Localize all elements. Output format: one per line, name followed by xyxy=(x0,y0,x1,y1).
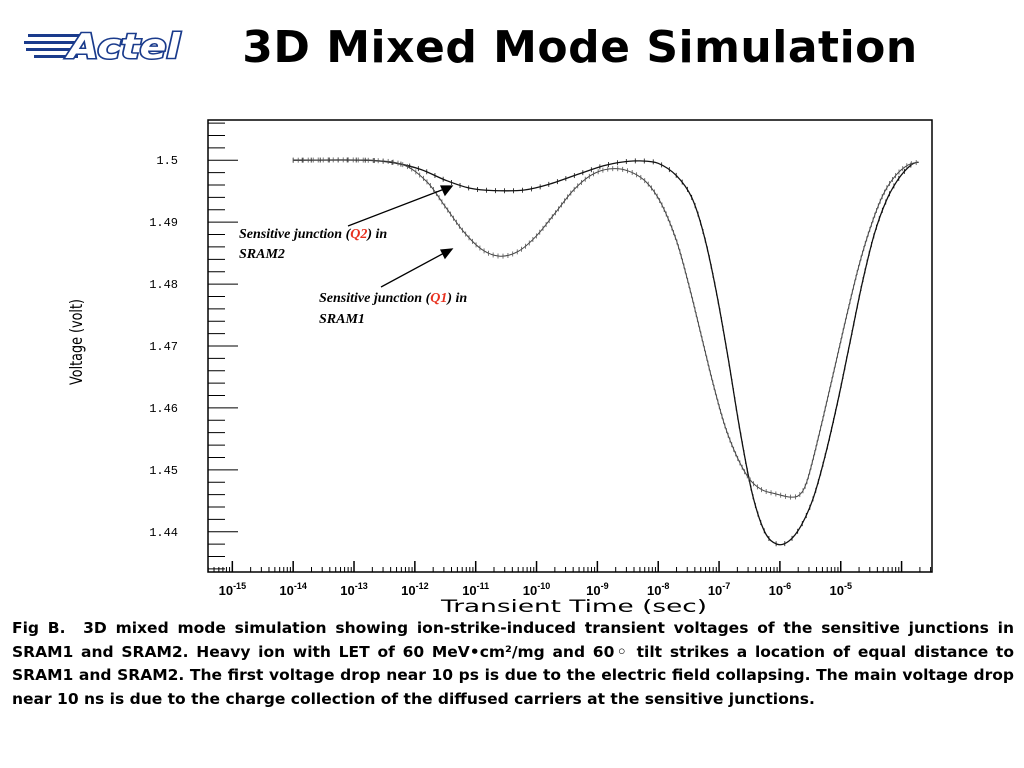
y-tick-label: 1.45 xyxy=(149,464,178,478)
x-tick-label: 10-12 xyxy=(401,581,428,598)
annotation-q1-label: Q1 xyxy=(430,291,447,306)
y-tick-label: 1.49 xyxy=(149,216,178,230)
x-tick-label: 10-10 xyxy=(523,581,550,598)
x-axis-title: Transient Time (sec) xyxy=(439,597,707,615)
caption-text: 3D mixed mode simulation showing ion-str… xyxy=(12,619,1015,708)
logo-text: Actel xyxy=(65,27,182,66)
actel-logo: Actel xyxy=(24,26,183,66)
transient-voltage-chart: 1.51.491.481.471.461.451.44 10-15 10-14 10… xyxy=(67,119,933,615)
annotation-q1-line2: SRAM1 xyxy=(319,312,365,327)
y-tick-label: 1.47 xyxy=(149,340,178,354)
y-tick-label: 1.46 xyxy=(149,402,178,416)
x-tick-label: 10-13 xyxy=(340,581,367,598)
annotation-q2-line2: SRAM2 xyxy=(239,247,285,262)
y-tick-label: 1.48 xyxy=(149,278,178,292)
y-tick-label: 1.44 xyxy=(149,526,178,540)
x-tick-label: 10-11 xyxy=(462,581,489,598)
x-tick-label: 10-5 xyxy=(829,581,851,598)
x-tick-label: 10-14 xyxy=(279,581,306,598)
y-axis-ticks: 1.5 1.49 1.48 1.47 1.46 1.45 1.44 xyxy=(149,122,238,570)
y-axis-title: Voltage (volt) xyxy=(67,299,87,385)
x-tick-label: 10-7 xyxy=(708,581,730,598)
y-tick-label: 1.5 xyxy=(156,154,178,168)
annotation-q2-pre: Sensitive junction ( xyxy=(239,227,352,242)
x-tick-label: 10-15 xyxy=(219,581,246,598)
annotation-q2-label: Q2 xyxy=(350,227,367,242)
plot-frame xyxy=(207,119,933,573)
arrow-q2-head xyxy=(439,185,454,197)
arrow-q1-head xyxy=(439,248,454,260)
page-title: 3D Mixed Mode Simulation xyxy=(242,22,918,73)
caption-lead: Fig B. xyxy=(12,619,66,637)
x-tick-label: 10-6 xyxy=(769,581,791,598)
annotation-q1-post: ) in xyxy=(445,291,467,306)
annotation-q1: Sensitive junction (Q1) in xyxy=(319,291,467,306)
series-line-1 xyxy=(293,159,919,546)
annotation-q2-post: ) in xyxy=(365,227,387,242)
arrow-q2-line xyxy=(347,187,448,227)
x-tick-label: 10-8 xyxy=(647,581,669,598)
annotation-arrows xyxy=(347,185,454,288)
x-tick-label: 10-9 xyxy=(586,581,608,598)
series-layer xyxy=(292,157,919,547)
annotation-q1-pre: Sensitive junction ( xyxy=(319,291,432,306)
annotation-q2: Sensitive junction (Q2) in xyxy=(239,227,387,242)
x-axis-ticks: 10-15 10-14 10-13 10-12 10-11 10-10 10-9 10-8 10… xyxy=(207,561,932,598)
figure-caption: Fig B. 3D mixed mode simulation showing … xyxy=(12,617,1014,711)
arrow-q1-line xyxy=(380,251,447,288)
